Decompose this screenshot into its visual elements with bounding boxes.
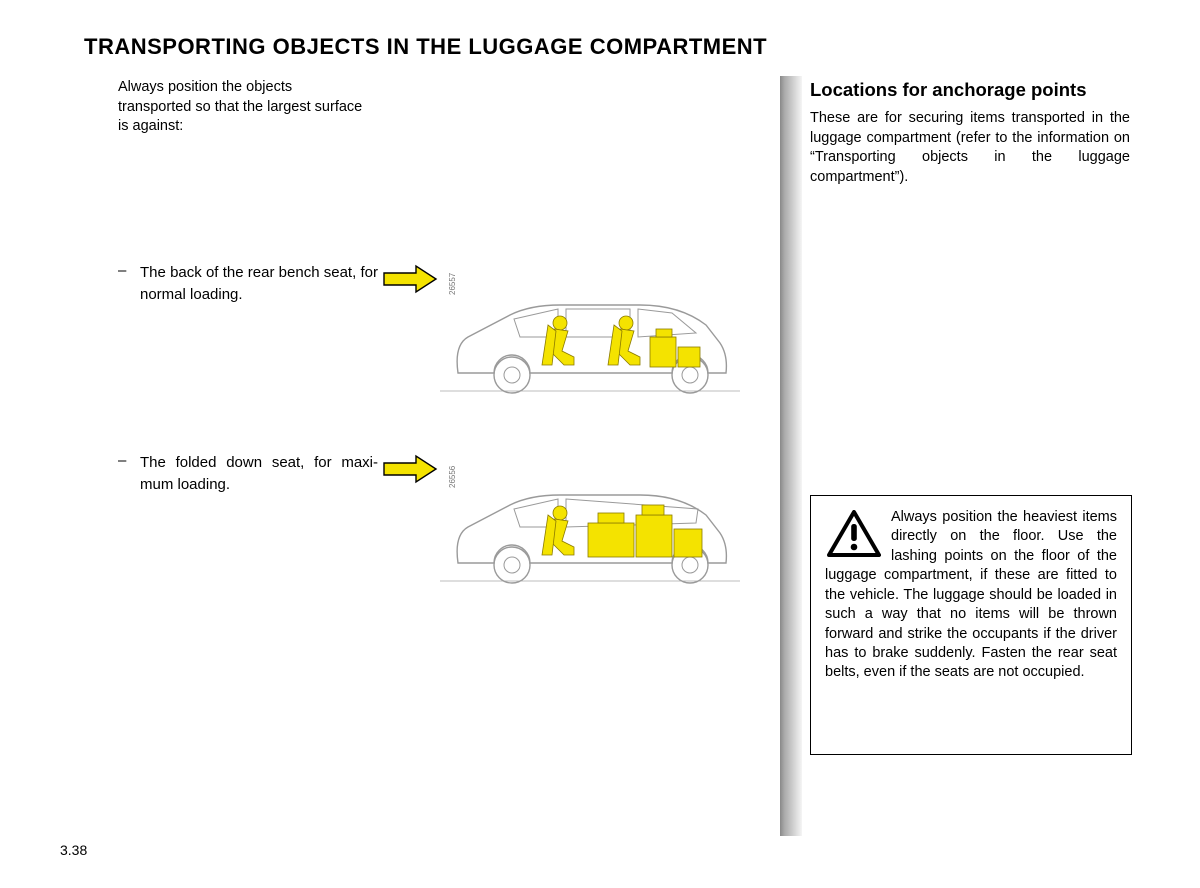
bullet-item-2: – The folded down seat, for maxi­mum loa… <box>118 452 378 496</box>
anchorage-text: These are for securing items transported… <box>810 109 1130 187</box>
page-number: 3.38 <box>60 842 87 858</box>
bullet-dash: – <box>118 262 130 279</box>
diagram-normal-loading <box>440 275 740 405</box>
anchorage-heading: Locations for anchorage points <box>810 78 1130 101</box>
page-title: TRANSPORTING OBJECTS IN THE LUGGAGE COMP… <box>84 34 767 60</box>
bullet-item-1: – The back of the rear bench seat, for n… <box>118 262 378 306</box>
left-column: Always position the objects transported … <box>118 78 368 137</box>
arrow-icon-2 <box>382 454 438 484</box>
diagram-maximum-loading <box>440 465 740 595</box>
intro-text: Always position the objects transported … <box>118 78 368 137</box>
warning-triangle-icon <box>827 510 881 558</box>
bullet-dash: – <box>118 452 130 469</box>
right-column: Locations for anchorage points These are… <box>810 78 1130 187</box>
bullet-text-1: The back of the rear bench seat, for nor… <box>140 262 378 306</box>
bullet-text-2: The folded down seat, for maxi­mum loadi… <box>140 452 378 496</box>
arrow-icon-1 <box>382 264 438 294</box>
column-divider <box>780 76 802 836</box>
warning-box: Always position the heavi­est items dire… <box>810 495 1132 755</box>
